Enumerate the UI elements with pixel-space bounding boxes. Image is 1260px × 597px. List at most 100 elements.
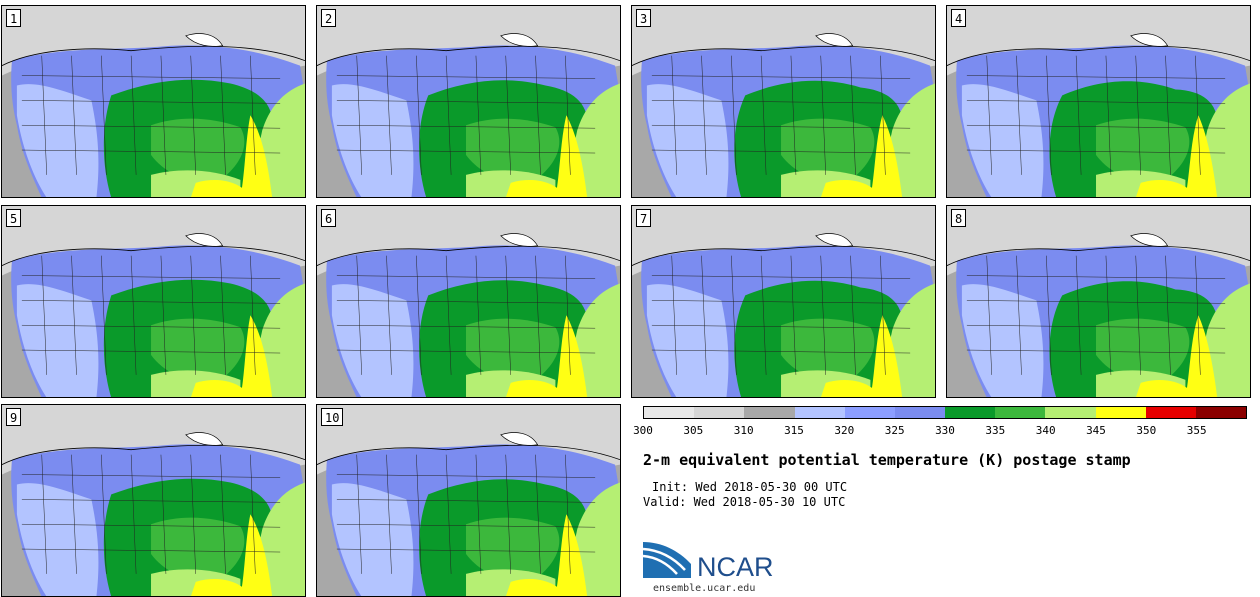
ncar-logo-icon — [643, 542, 691, 578]
coastline — [2, 444, 305, 465]
member-label: 6 — [321, 209, 337, 227]
map-3 — [632, 6, 935, 197]
stamp-member-10: 10 — [316, 404, 621, 597]
state-borders — [21, 55, 281, 175]
coastline — [317, 444, 620, 465]
stamp-member-4: 4 — [946, 5, 1251, 198]
map-8 — [947, 206, 1250, 397]
gulf-stream-region — [240, 315, 273, 397]
canada-region — [317, 6, 620, 76]
stamp-member-7: 7 — [631, 205, 936, 398]
canada-region — [2, 405, 305, 475]
colorbar-swatch — [1145, 407, 1196, 418]
equivalent-potential-temperature-field — [632, 6, 935, 197]
equivalent-potential-temperature-field — [2, 6, 305, 197]
colorbar-swatch — [945, 407, 996, 418]
canada-region — [632, 6, 935, 76]
great-lakes — [500, 33, 539, 47]
colorbar-tick-label: 350 — [1136, 424, 1157, 437]
gulf-warm-region — [190, 579, 246, 596]
state-borders — [966, 55, 1226, 175]
stamp-member-5: 5 — [1, 205, 306, 398]
equivalent-potential-temperature-field — [317, 405, 620, 596]
great-lakes — [1130, 233, 1169, 247]
valid-time: Valid: Wed 2018-05-30 10 UTC — [643, 495, 846, 509]
canada-region — [947, 206, 1250, 276]
gulf-stream-region — [555, 514, 588, 596]
stamp-member-6: 6 — [316, 205, 621, 398]
stamp-member-3: 3 — [631, 5, 936, 198]
green-region — [466, 318, 560, 382]
canada-region — [2, 6, 305, 76]
green-region — [466, 517, 560, 581]
member-label: 3 — [636, 9, 652, 27]
member-label: 5 — [6, 209, 22, 227]
gulf-stream-region — [555, 115, 588, 197]
map-2 — [317, 6, 620, 197]
gulf-stream-region — [1185, 115, 1218, 197]
great-lakes — [500, 233, 539, 247]
colorbar-swatch — [844, 407, 895, 418]
colorbar — [643, 406, 1247, 419]
coastline — [317, 45, 620, 66]
init-time: Init: Wed 2018-05-30 00 UTC — [652, 480, 848, 494]
equivalent-potential-temperature-field — [632, 206, 935, 397]
equivalent-potential-temperature-field — [317, 206, 620, 397]
map-1 — [2, 6, 305, 197]
stamp-member-1: 1 — [1, 5, 306, 198]
green-region — [1096, 318, 1190, 382]
colorbar-swatch — [1195, 407, 1247, 418]
map-6 — [317, 206, 620, 397]
colorbar-swatch — [894, 407, 946, 418]
light-blue-region — [331, 84, 414, 197]
great-lakes — [185, 432, 224, 446]
equivalent-potential-temperature-field — [317, 6, 620, 197]
canada-region — [947, 6, 1250, 76]
canada-region — [2, 206, 305, 276]
member-label: 4 — [951, 9, 967, 27]
great-lakes — [815, 233, 854, 247]
colorbar-tick-label: 310 — [733, 424, 754, 437]
light-blue-region — [16, 284, 99, 397]
stamp-member-8: 8 — [946, 205, 1251, 398]
colorbar-tick-label: 345 — [1086, 424, 1106, 437]
light-blue-region — [331, 284, 414, 397]
logo-name: NCAR — [697, 552, 774, 582]
colorbar-swatch — [644, 407, 695, 418]
gulf-warm-region — [505, 180, 561, 197]
member-label: 9 — [6, 408, 22, 426]
gulf-stream-region — [240, 514, 273, 596]
map-4 — [947, 6, 1250, 197]
state-borders — [651, 55, 911, 175]
coastline — [632, 45, 935, 66]
map-10 — [317, 405, 620, 596]
coastline — [947, 245, 1250, 266]
great-lakes — [500, 432, 539, 446]
colorbar-tick-label: 325 — [884, 424, 905, 437]
equivalent-potential-temperature-field — [2, 405, 305, 596]
great-lakes — [185, 33, 224, 47]
state-borders — [336, 454, 596, 574]
state-borders — [336, 55, 596, 175]
light-blue-region — [646, 84, 729, 197]
green-region — [151, 318, 245, 382]
colorbar-tick-label: 300 — [633, 424, 653, 437]
great-lakes — [185, 233, 224, 247]
green-region — [781, 318, 875, 382]
canada-region — [317, 206, 620, 276]
member-label: 8 — [951, 209, 967, 227]
stamp-member-2: 2 — [316, 5, 621, 198]
member-label: 2 — [321, 9, 337, 27]
state-borders — [966, 255, 1226, 375]
gulf-stream-region — [870, 115, 903, 197]
colorbar-tick-label: 335 — [985, 424, 1006, 437]
colorbar-tick-label: 305 — [683, 424, 704, 437]
equivalent-potential-temperature-field — [947, 206, 1250, 397]
colorbar-swatch — [1095, 407, 1146, 418]
colorbar-swatch — [1045, 407, 1096, 418]
colorbar-tick-label: 330 — [935, 424, 955, 437]
light-blue-region — [16, 483, 99, 596]
colorbar-swatch — [744, 407, 795, 418]
light-blue-region — [961, 284, 1044, 397]
colorbar-swatch — [995, 407, 1046, 418]
